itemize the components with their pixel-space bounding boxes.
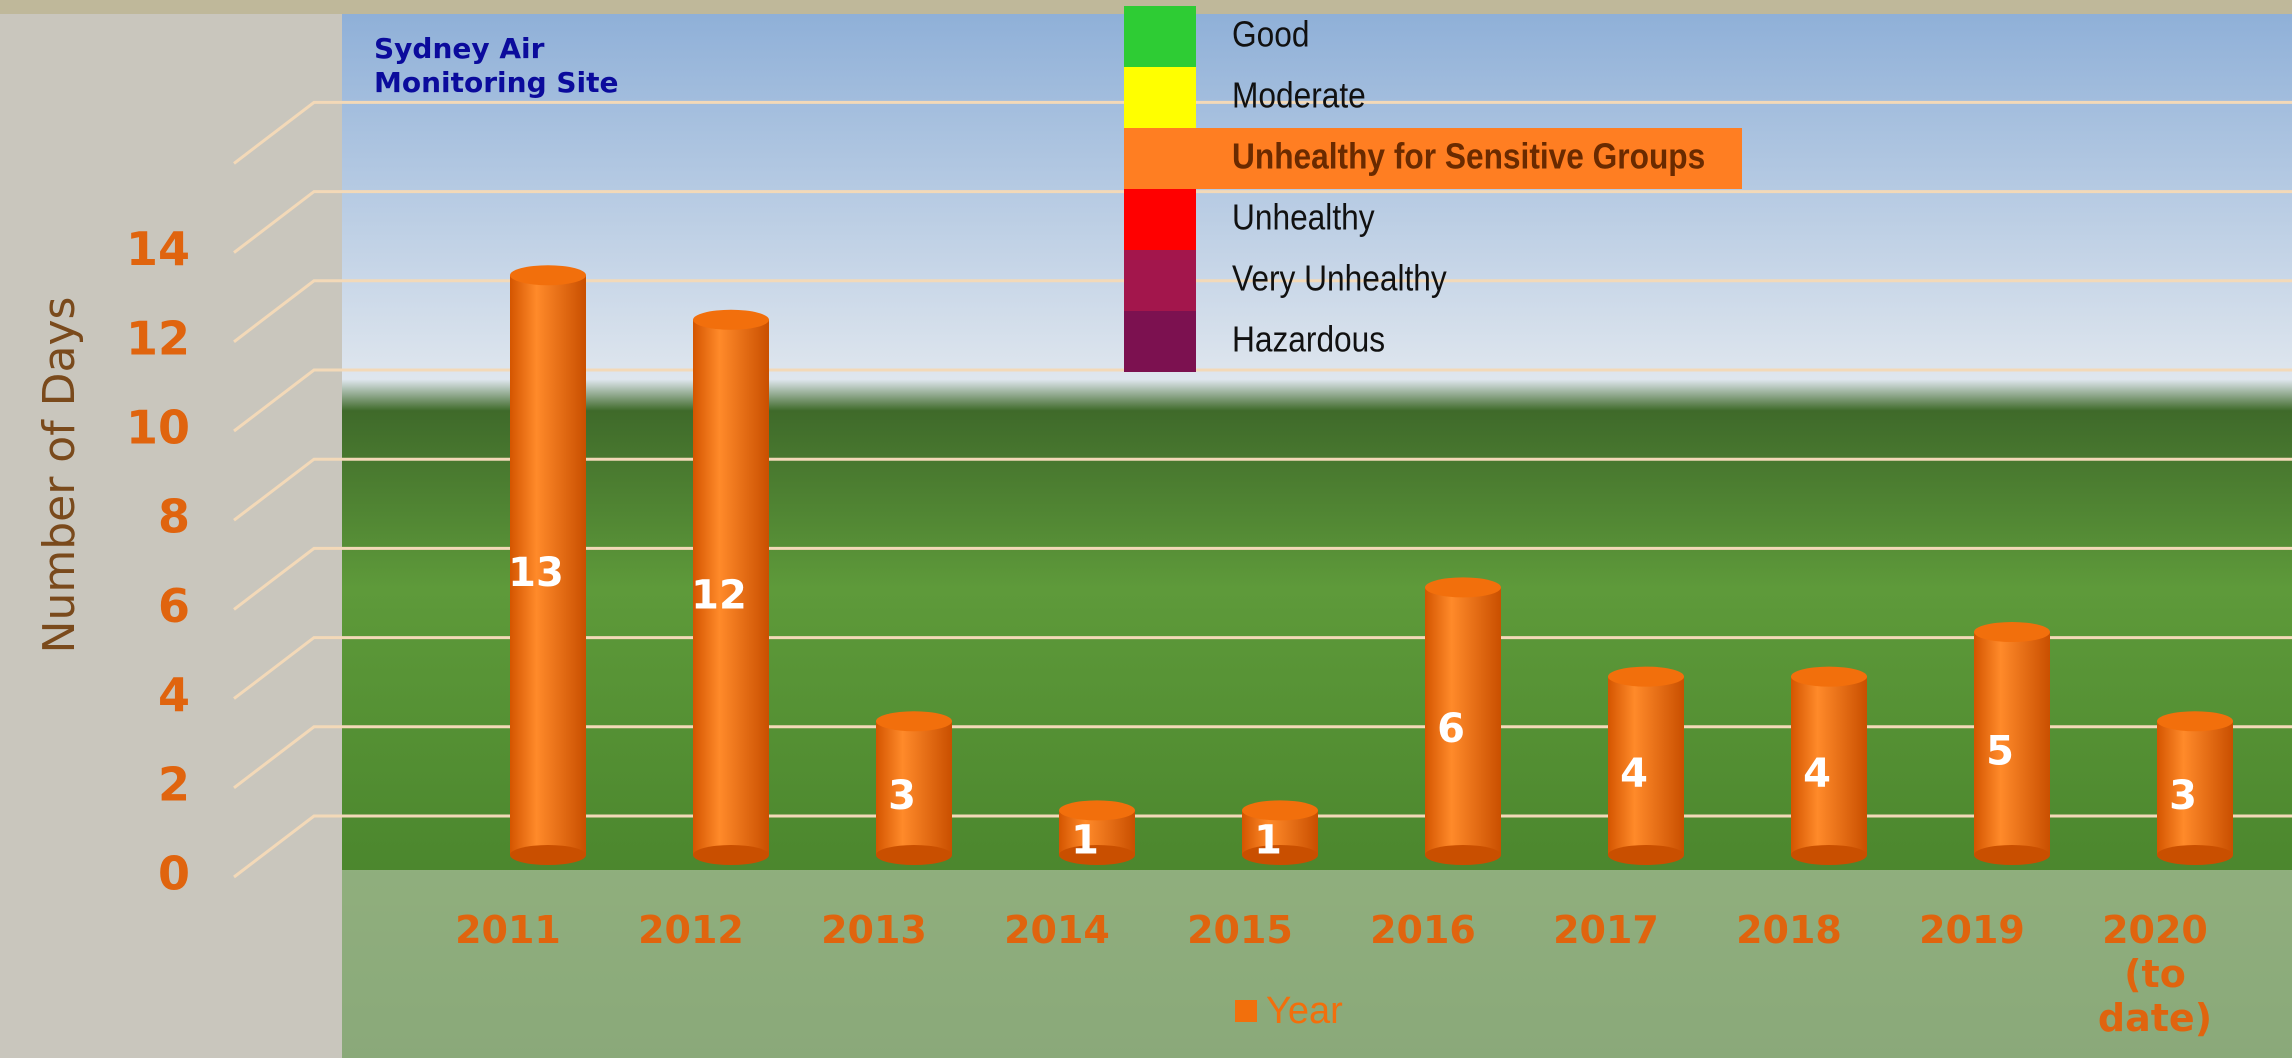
x-tick-label: 2014 — [1004, 908, 1110, 952]
data-label: 13 — [508, 550, 564, 596]
y-tick-label: 10 — [126, 401, 190, 455]
bar — [693, 319, 769, 855]
data-label: 3 — [888, 773, 916, 819]
bar-top — [693, 309, 769, 330]
annotation: Sydney Air Monitoring Site — [374, 32, 619, 99]
aqi-label: Very Unhealthy — [1232, 259, 1447, 299]
bar-base — [1059, 845, 1135, 865]
x-tick-label: 2015 — [1187, 908, 1293, 952]
aqi-swatch — [1124, 250, 1196, 311]
aqi-label: Good — [1232, 15, 1309, 55]
x-tick-label: 2013 — [821, 908, 927, 952]
data-label: 1 — [1071, 818, 1099, 864]
x-tick-label: 2017 — [1553, 908, 1659, 952]
data-label: 5 — [1986, 729, 2014, 775]
bar-base — [1791, 845, 1867, 865]
y-axis-title: Number of Days — [34, 297, 85, 654]
bar-top — [1608, 666, 1684, 687]
legend-swatch — [1235, 1000, 1257, 1022]
grid-line — [233, 190, 2292, 254]
bar-base — [1608, 845, 1684, 865]
data-label: 3 — [2169, 773, 2197, 819]
bar — [510, 275, 586, 855]
x-tick-label: 2012 — [638, 908, 744, 952]
bar — [1425, 587, 1501, 855]
bottom-band — [342, 870, 2292, 1058]
aqi-highlight — [1124, 128, 1742, 189]
bar-top — [876, 711, 952, 732]
legend-label: Year — [1266, 990, 1343, 1032]
bar — [876, 721, 952, 855]
grid-top — [233, 100, 2292, 165]
aqi-swatch — [1124, 311, 1196, 372]
bar-top — [1059, 800, 1135, 821]
bar — [1608, 676, 1684, 855]
y-tick-label: 6 — [158, 579, 190, 633]
x-tick-label: 2016 — [1370, 908, 1476, 952]
y-tick-label: 2 — [158, 757, 190, 811]
bar-top — [1242, 800, 1318, 821]
x-tick-label: 2019 — [1919, 908, 2025, 952]
bar-base — [1425, 845, 1501, 865]
grid-line — [233, 457, 2292, 522]
grid-line — [233, 546, 2292, 611]
data-label: 4 — [1803, 751, 1831, 797]
bar-top — [510, 265, 586, 286]
bar-top — [1791, 666, 1867, 687]
x-tick-label: 2018 — [1736, 908, 1842, 952]
y-tick-label: 14 — [126, 222, 190, 276]
bar-base — [876, 845, 952, 865]
grid-line — [233, 279, 2292, 343]
aqi-label: Moderate — [1232, 76, 1366, 116]
bar — [2157, 721, 2233, 855]
data-label: 4 — [1620, 751, 1648, 797]
x-tick-label: 2011 — [455, 908, 561, 952]
aqi-swatch — [1124, 128, 1196, 189]
aqi-label: Unhealthy — [1232, 198, 1375, 238]
bar-base — [1974, 845, 2050, 865]
bar-base — [510, 845, 586, 865]
bar-top — [2157, 711, 2233, 732]
aqi-swatch — [1124, 67, 1196, 128]
bar-base — [693, 845, 769, 865]
aqi-swatch — [1124, 6, 1196, 67]
data-label: 1 — [1254, 818, 1282, 864]
aqi-swatch — [1124, 189, 1196, 250]
x-tick-label: 2020 (to date) — [2097, 908, 2213, 1040]
bar-base — [2157, 845, 2233, 865]
grid-line — [233, 368, 2292, 433]
aqi-label: Unhealthy for Sensitive Groups — [1232, 137, 1705, 177]
bar — [1974, 632, 2050, 855]
aqi-label: Hazardous — [1232, 320, 1385, 360]
y-tick-label: 8 — [158, 490, 190, 544]
bar — [1791, 676, 1867, 855]
bar-base — [1242, 845, 1318, 865]
grid-line — [233, 636, 2292, 700]
y-tick-label: 4 — [158, 668, 190, 722]
data-label: 6 — [1437, 706, 1465, 752]
data-label: 12 — [691, 572, 747, 618]
bar-top — [1425, 577, 1501, 598]
bar-top — [1974, 622, 2050, 642]
y-tick-label: 0 — [158, 847, 190, 901]
y-tick-label: 12 — [126, 311, 190, 365]
